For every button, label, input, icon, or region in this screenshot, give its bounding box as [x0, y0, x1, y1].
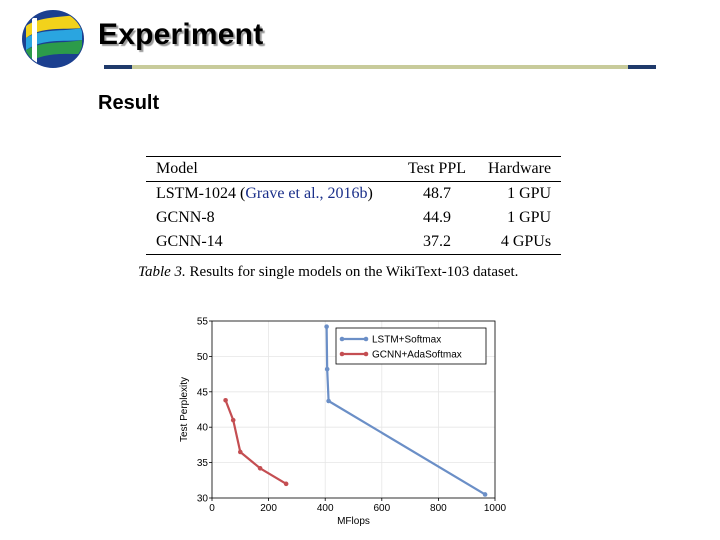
data-point — [283, 481, 289, 487]
cell-ppl: 48.7 — [423, 185, 451, 202]
data-point — [238, 449, 243, 455]
perplexity-vs-mflops-chart: 30 35 40 45 50 55 0 200 400 600 800 1000 MFlops Tes… — [179, 317, 507, 528]
data-point — [257, 465, 263, 471]
cell-hardware: 1 GPU — [507, 185, 552, 202]
model-name: LSTM-1024 ( — [156, 185, 246, 202]
table-row: GCNN-8 44.9 1 GPU — [146, 206, 561, 230]
slide-subtitle: Result — [98, 92, 160, 114]
data-point — [482, 492, 488, 497]
table-row: LSTM-1024 (Grave et al., 2016b) 48.7 1 G… — [146, 182, 561, 207]
x-tick-label: 800 — [430, 503, 447, 514]
cell-model: GCNN-14 — [146, 230, 396, 255]
y-tick-label: 55 — [197, 317, 209, 328]
logo-icon — [22, 10, 84, 68]
model-suffix: ) — [367, 185, 373, 202]
y-axis-label: Test Perplexity — [179, 377, 190, 442]
cell-ppl: 44.9 — [423, 209, 451, 226]
title-rule-left — [104, 65, 132, 69]
axis-ticks: 30 35 40 45 50 55 0 200 400 600 800 1000 — [197, 317, 507, 515]
cell-model: LSTM-1024 (Grave et al., 2016b) — [146, 182, 396, 207]
citation-link[interactable]: Grave et al., 2016b — [245, 185, 368, 202]
legend-box — [335, 327, 487, 365]
header-model: Model — [146, 156, 396, 182]
caption-label: Table 3. — [138, 264, 186, 280]
x-tick-label: 600 — [373, 503, 390, 514]
table-row: GCNN-14 37.2 4 GPUs — [146, 230, 562, 255]
x-tick-label: 1000 — [484, 503, 507, 514]
y-tick-label: 45 — [197, 387, 209, 398]
title-rule-middle — [132, 65, 628, 69]
x-axis-label: MFlops — [337, 516, 370, 527]
x-tick-label: 400 — [317, 503, 334, 514]
plot-frame — [211, 320, 496, 499]
y-tick-label: 50 — [197, 352, 209, 363]
legend-marker — [363, 351, 369, 357]
legend-marker — [339, 336, 345, 342]
series-line-1 — [224, 399, 287, 485]
caption-text: Results for single models on the WikiTex… — [185, 264, 519, 280]
data-point — [324, 366, 330, 372]
legend-label: GCNN+AdaSoftmax — [372, 350, 462, 361]
legend-label: LSTM+Softmax — [372, 335, 441, 346]
x-tick-label: 200 — [260, 503, 277, 514]
data-point — [324, 324, 329, 329]
cell-hardware: 1 GPU — [507, 209, 552, 226]
legend-marker — [339, 351, 345, 357]
cell-hardware: 4 GPUs — [478, 230, 562, 255]
y-tick-label: 35 — [197, 458, 209, 469]
chart-legend: LSTM+Softmax GCNN+AdaSoftmax — [335, 327, 487, 365]
legend-marker — [363, 336, 369, 342]
title-rule-right — [628, 65, 656, 69]
series-line-0 — [325, 326, 486, 496]
cell-model: GCNN-8 — [156, 209, 215, 226]
table-header-row: Model Test PPL Hardware — [146, 156, 562, 182]
results-table: Model Test PPL Hardware LSTM-1024 (Grave… — [146, 156, 562, 255]
table-caption: Table 3. Results for single models on th… — [138, 264, 518, 281]
series-layer — [223, 324, 488, 497]
data-point — [223, 397, 228, 403]
header-hardware: Hardware — [478, 156, 562, 182]
x-tick-label: 0 — [209, 503, 215, 514]
cell-ppl: 37.2 — [396, 230, 478, 255]
y-tick-label: 30 — [197, 494, 209, 505]
data-point — [326, 398, 331, 404]
header-test-ppl: Test PPL — [396, 156, 478, 182]
slide-title: Experiment — [98, 18, 264, 51]
y-tick-label: 40 — [197, 423, 209, 434]
data-point — [230, 417, 236, 423]
